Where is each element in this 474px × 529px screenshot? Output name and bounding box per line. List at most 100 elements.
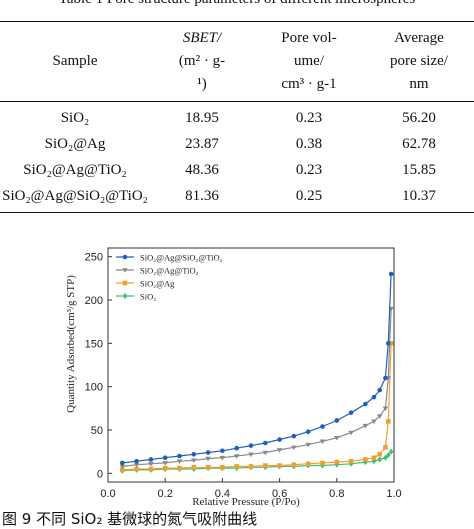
- data-point: [385, 341, 391, 346]
- data-point: [371, 419, 377, 425]
- ps-line1: Average: [394, 30, 444, 46]
- data-point: [120, 460, 125, 466]
- data-point: [320, 424, 325, 429]
- pv-line2: ume/: [294, 53, 324, 69]
- data-point: [205, 450, 211, 455]
- x-tick-label: 0.6: [272, 488, 287, 500]
- data-point: [320, 460, 325, 466]
- cell-sbet: 48.36: [185, 162, 219, 178]
- y-tick-label: 250: [85, 252, 103, 264]
- data-point: [191, 464, 197, 470]
- data-point: [377, 387, 383, 393]
- data-point: [248, 452, 254, 458]
- cell-pore-size: 10.37: [402, 188, 436, 204]
- sbet-line3: ¹): [197, 76, 207, 92]
- data-point: [348, 460, 354, 467]
- data-point: [385, 419, 391, 424]
- data-point: [348, 410, 354, 415]
- series-line: [122, 343, 392, 471]
- legend-marker: [122, 293, 128, 299]
- data-point: [363, 459, 368, 466]
- sbet-line1: SBET/: [182, 30, 222, 46]
- x-tick-label: 0.2: [158, 488, 173, 500]
- data-point: [291, 433, 297, 439]
- cell-sbet: 18.95: [185, 110, 219, 126]
- data-point: [162, 461, 168, 466]
- figure-caption: 图 9 不同 SiO₂ 基微球的氮气吸附曲线: [2, 510, 258, 528]
- data-point: [191, 458, 197, 464]
- legend-marker: [122, 254, 128, 260]
- legend-marker: [122, 280, 128, 286]
- x-tick-label: 0.0: [100, 488, 115, 500]
- data-point: [162, 465, 168, 471]
- legend-label: SiO₂: [140, 292, 156, 302]
- data-point: [383, 445, 388, 450]
- x-tick-label: 0.8: [329, 488, 344, 500]
- data-point: [263, 463, 268, 468]
- legend-label: SiO₂@Ag@TiO₂: [140, 266, 199, 276]
- cell-pore-volume: 0.38: [295, 136, 323, 152]
- x-tick-label: 0.4: [215, 488, 230, 500]
- nitrogen-adsorption-chart: 0.0 0.2 0.4 0.6 0.8 1.0 0 50 100 150 200 250 SiO₂@Ag…: [65, 247, 402, 508]
- data-point: [219, 455, 226, 461]
- data-point: [120, 467, 125, 473]
- data-point: [388, 271, 394, 277]
- y-tick-label: 200: [85, 295, 103, 307]
- cell-pore-volume: 0.23: [295, 162, 323, 178]
- table-caption: Table 1 Pore structure parameters of dif…: [0, 0, 474, 8]
- data-point: [262, 450, 269, 456]
- data-point: [334, 418, 340, 423]
- data-point: [388, 448, 394, 455]
- data-point: [177, 465, 182, 471]
- cell-sample: SiO₂@Ag@SiO₂@TiO₂: [2, 188, 148, 204]
- data-point: [371, 394, 377, 400]
- table-bottom-rule: [0, 212, 474, 213]
- legend-label: SiO₂@Ag@SiO₂@TiO₂: [140, 253, 223, 263]
- cell-sample: SiO₂@Ag@TiO₂: [23, 162, 127, 178]
- legend-marker: [122, 268, 128, 273]
- y-tick-label: 100: [85, 382, 103, 394]
- data-point: [385, 452, 391, 459]
- cell-sample: SiO₂: [60, 110, 90, 126]
- col-header-sbet: SBET/ (m² · g- ¹): [150, 22, 254, 102]
- cell-pore-volume: 0.23: [295, 110, 323, 126]
- x-axis-label: Relative Pressure (P/Po): [192, 496, 300, 508]
- cell-pore-size: 62.78: [402, 136, 436, 152]
- y-tick-label: 0: [97, 468, 103, 480]
- data-point: [305, 442, 311, 448]
- cell-pore-volume: 0.25: [295, 188, 323, 204]
- data-point: [133, 462, 140, 468]
- data-point: [220, 464, 225, 470]
- data-point: [334, 459, 340, 465]
- data-point: [205, 456, 211, 462]
- data-point: [148, 466, 154, 472]
- col-header-pore-size: Average pore size/ nm: [364, 22, 474, 102]
- data-point: [320, 462, 325, 469]
- data-point: [233, 454, 240, 459]
- cell-sample: SiO₂@Ag: [44, 136, 106, 152]
- data-point: [305, 461, 311, 467]
- data-point: [234, 464, 239, 469]
- data-point: [134, 466, 139, 472]
- data-point: [248, 443, 254, 448]
- data-point: [363, 401, 368, 407]
- data-point: [382, 406, 389, 412]
- data-point: [148, 462, 154, 467]
- table-row: SiO₂ 18.95 0.23 56.20: [0, 102, 474, 132]
- data-point: [263, 440, 268, 446]
- data-point: [277, 437, 282, 442]
- data-point: [371, 455, 377, 461]
- data-point: [176, 459, 183, 464]
- data-point: [377, 451, 382, 457]
- cell-sbet: 23.87: [185, 136, 219, 152]
- plot-frame: [107, 247, 395, 483]
- data-point: [134, 458, 139, 464]
- data-point: [362, 423, 369, 429]
- data-point: [348, 458, 354, 464]
- data-point: [363, 457, 368, 462]
- data-point: [377, 456, 382, 463]
- data-point: [388, 341, 394, 346]
- data-point: [177, 453, 182, 459]
- data-point: [205, 464, 211, 470]
- data-point: [220, 448, 225, 454]
